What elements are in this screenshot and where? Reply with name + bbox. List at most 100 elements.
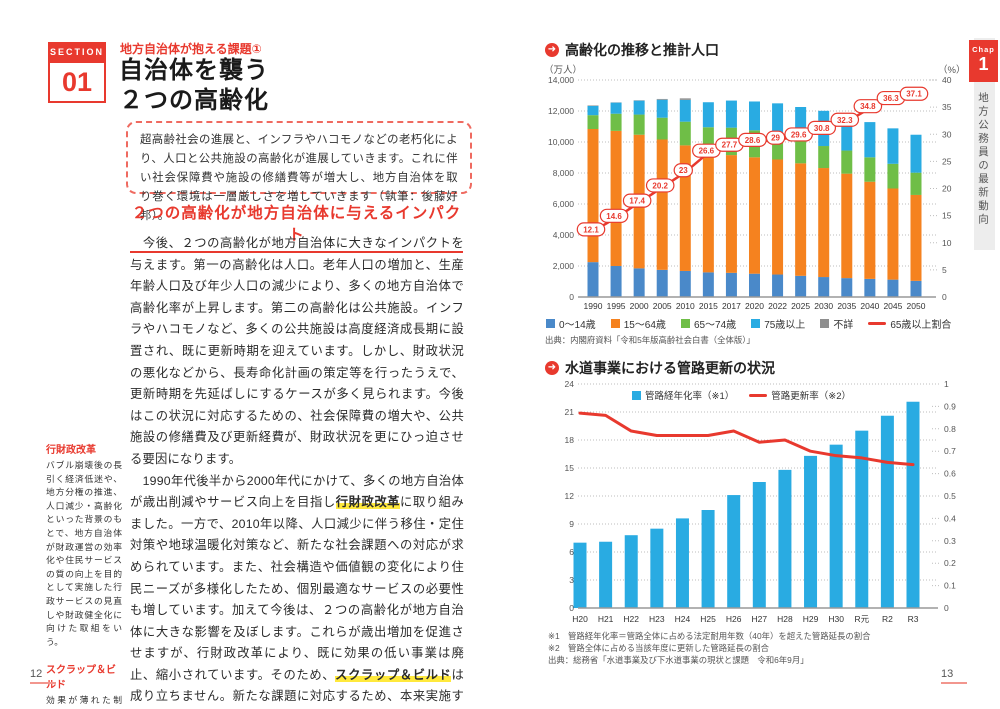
section-block: SECTION 01 [48,42,106,103]
kicker: 地方自治体が抱える課題① [120,42,262,56]
svg-text:29.6: 29.6 [791,130,807,139]
svg-text:2,000: 2,000 [553,261,575,271]
svg-text:36.3: 36.3 [883,94,899,103]
svg-text:34.8: 34.8 [860,102,876,111]
chapter-tab-band [974,38,995,250]
svg-text:2035: 2035 [837,301,856,311]
svg-text:28.6: 28.6 [745,136,761,145]
svg-text:30.8: 30.8 [814,124,830,133]
arrow-circle-icon: ➜ [545,361,559,375]
column-heading: ２つの高齢化が地方自治体に与えるインパクト [130,201,463,253]
svg-text:H21: H21 [598,614,614,624]
svg-text:2010: 2010 [676,301,695,311]
svg-text:0.1: 0.1 [944,581,956,591]
page-number-left: 12 [30,668,56,684]
chapter-tab: Chap 1 [969,40,998,82]
svg-text:14.6: 14.6 [606,212,622,221]
svg-text:20: 20 [942,184,952,194]
svg-text:H20: H20 [572,614,588,624]
svg-text:2040: 2040 [860,301,879,311]
legend-item-line: 65歳以上割合 [868,316,951,331]
svg-text:H23: H23 [649,614,665,624]
svg-text:0: 0 [569,603,574,613]
chart1-right-axis-unit: （%） [938,65,966,76]
legend-item: 不詳 [820,316,853,331]
svg-text:2020: 2020 [745,301,764,311]
svg-text:0.3: 0.3 [944,536,956,546]
svg-text:21: 21 [565,407,575,417]
svg-text:2017: 2017 [722,301,741,311]
legend-color-swatch [610,319,620,328]
svg-text:12.1: 12.1 [583,225,599,234]
svg-text:H27: H27 [752,614,768,624]
svg-text:2022: 2022 [768,301,787,311]
svg-text:0.7: 0.7 [944,446,956,456]
svg-text:25: 25 [942,156,952,166]
chapter-tab-label: Chap [972,45,995,54]
paragraph: 1990年代後半から2000年代にかけて、多くの地方自治体が歳出削減やサービス向… [130,473,464,704]
svg-text:0: 0 [944,603,949,613]
legend-line-swatch [868,322,887,325]
page-title: 自治体を襲う ２つの高齢化 [119,56,269,116]
svg-text:6: 6 [569,547,574,557]
svg-text:H24: H24 [675,614,691,624]
chart2-footnotes: ※1 管路経年化率＝管路全体に占める法定耐用年数（40年）を超えた管路延長の割合… [548,630,871,666]
highlighted-term: 行財政改革 [335,495,401,510]
svg-text:10: 10 [942,238,952,248]
chart1-title-text: 高齢化の推移と推計人口 [565,42,719,58]
page-number-underline [30,682,56,684]
legend-color-swatch [546,319,555,328]
svg-text:12: 12 [565,491,575,501]
legend-item: 0〜14歳 [546,316,596,331]
chapter-title-vertical: 地方公務員の最新動向 [977,92,989,227]
chart1-left-axis-unit: （万人） [544,65,583,76]
page-number-underline [941,682,967,684]
svg-text:18: 18 [565,435,575,445]
svg-text:R元: R元 [854,614,869,624]
legend-item-line: 管路更新率（※2） [749,388,851,402]
paragraph: 今後、２つの高齢化が地方自治体に大きなインパクトを与えます。第一の高齢化は人口。… [130,236,464,466]
svg-text:1: 1 [944,379,949,389]
footnote-1: ※1 管路経年化率＝管路全体に占める法定耐用年数（40年）を超えた管路延長の割合 [548,631,871,641]
svg-text:0.4: 0.4 [944,513,956,523]
svg-text:0.9: 0.9 [944,401,956,411]
legend-item: 管路経年化率（※1） [632,388,734,402]
svg-text:0: 0 [569,292,574,302]
svg-text:6,000: 6,000 [553,199,575,209]
page-number-right: 13 [941,668,967,684]
svg-text:15: 15 [942,211,952,221]
chart2-source: 出典：総務省「水道事業及び下水道事業の現状と課題 令和6年9月」 [548,655,809,665]
section-label: SECTION [48,42,106,61]
svg-text:2000: 2000 [630,301,649,311]
svg-text:R3: R3 [908,614,919,624]
svg-text:23: 23 [679,166,688,175]
svg-text:R2: R2 [882,614,893,624]
svg-text:20.2: 20.2 [652,181,668,190]
chart1-source: 出典：内閣府資料「令和5年版高齢社会白書（全体版）」 [545,335,755,345]
page-title-line2: ２つの高齢化 [119,87,269,114]
section-number: 01 [48,61,106,103]
svg-text:2025: 2025 [791,301,810,311]
svg-text:1990: 1990 [584,301,603,311]
svg-text:29: 29 [771,134,780,143]
lead-box: 超高齢社会の進展と、インフラやハコモノなどの老朽化により、人口と公共施設の高齢化… [126,121,472,222]
svg-text:24: 24 [565,379,575,389]
legend-item: 15〜64歳 [610,316,666,331]
svg-text:26.6: 26.6 [699,147,715,156]
svg-text:27.7: 27.7 [722,141,738,150]
margin-note-term: 行財政改革 [46,445,96,456]
svg-text:2005: 2005 [653,301,672,311]
svg-text:14,000: 14,000 [548,75,574,85]
margin-note-term: スクラップ＆ビルド [46,665,116,692]
legend-line-swatch [749,393,768,397]
svg-text:8,000: 8,000 [553,168,575,178]
svg-text:5: 5 [942,265,947,275]
svg-text:H28: H28 [777,614,793,624]
svg-text:2030: 2030 [814,301,833,311]
margin-note-definition: バブル崩壊後の長引く経済低迷や、地方分権の推進、人口減少・高齢化といった背景のも… [46,460,122,647]
svg-text:32.3: 32.3 [837,116,853,125]
svg-text:10,000: 10,000 [548,137,574,147]
aging-population-chart: 0 2,000 4,000 6,000 8,000 10,000 12,000 14,000 0… [548,75,952,311]
footnote-2: ※2 管路全体に占める当該年度に更新した管路延長の割合 [548,643,770,653]
arrow-circle-icon: ➜ [545,43,559,57]
